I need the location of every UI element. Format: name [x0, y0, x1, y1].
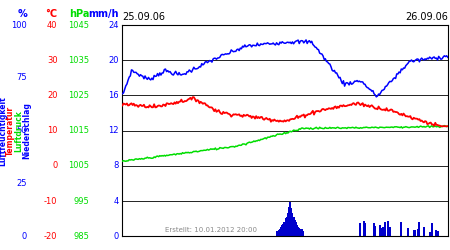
- Text: hPa: hPa: [69, 9, 90, 19]
- Bar: [277, 230, 279, 236]
- Bar: [279, 229, 281, 236]
- Bar: [364, 224, 366, 236]
- Bar: [418, 222, 420, 236]
- Bar: [384, 222, 387, 236]
- Text: 40: 40: [47, 20, 58, 30]
- Text: 50: 50: [17, 126, 27, 135]
- Bar: [287, 213, 289, 236]
- Text: -20: -20: [44, 232, 58, 241]
- Bar: [431, 223, 433, 236]
- Bar: [296, 225, 298, 236]
- Bar: [413, 230, 415, 236]
- Text: Luftdruck: Luftdruck: [14, 110, 23, 152]
- Bar: [292, 216, 295, 236]
- Text: mm/h: mm/h: [88, 9, 119, 19]
- Bar: [295, 222, 297, 236]
- Text: 24: 24: [108, 20, 119, 30]
- Bar: [278, 230, 280, 236]
- Text: 20: 20: [47, 91, 58, 100]
- Text: 0: 0: [113, 232, 119, 241]
- Text: Erstellt: 10.01.2012 20:00: Erstellt: 10.01.2012 20:00: [165, 227, 256, 233]
- Text: -10: -10: [44, 196, 58, 205]
- Bar: [288, 208, 290, 236]
- Bar: [280, 226, 282, 236]
- Text: Niederschlag: Niederschlag: [22, 102, 31, 159]
- Text: 8: 8: [113, 161, 119, 170]
- Text: 1015: 1015: [68, 126, 90, 135]
- Bar: [400, 222, 402, 236]
- Bar: [382, 227, 384, 236]
- Bar: [379, 225, 381, 236]
- Text: 25.09.06: 25.09.06: [122, 12, 166, 22]
- Text: 10: 10: [47, 126, 58, 135]
- Text: 1025: 1025: [68, 91, 90, 100]
- Bar: [294, 220, 296, 236]
- Text: Temperatur: Temperatur: [5, 106, 14, 156]
- Bar: [301, 229, 302, 236]
- Text: °C: °C: [45, 9, 58, 19]
- Bar: [299, 230, 302, 236]
- Text: 100: 100: [11, 20, 27, 30]
- Text: 26.09.06: 26.09.06: [405, 12, 448, 22]
- Bar: [436, 230, 437, 236]
- Bar: [381, 232, 383, 236]
- Bar: [436, 230, 439, 236]
- Bar: [284, 222, 285, 236]
- Bar: [380, 228, 382, 236]
- Text: 1035: 1035: [68, 56, 90, 65]
- Bar: [417, 230, 419, 236]
- Bar: [286, 217, 288, 236]
- Bar: [275, 231, 278, 236]
- Bar: [360, 223, 361, 236]
- Bar: [297, 226, 299, 236]
- Bar: [302, 231, 304, 236]
- Text: 995: 995: [74, 196, 90, 205]
- Text: Luftfeuchtigkeit: Luftfeuchtigkeit: [0, 96, 7, 166]
- Text: 12: 12: [108, 126, 119, 135]
- Text: 75: 75: [16, 73, 27, 82]
- Text: 30: 30: [47, 56, 58, 65]
- Bar: [389, 227, 391, 236]
- Text: 1045: 1045: [68, 20, 90, 30]
- Text: %: %: [17, 9, 27, 19]
- Text: 0: 0: [22, 232, 27, 241]
- Bar: [373, 223, 375, 236]
- Bar: [289, 202, 291, 236]
- Bar: [292, 212, 293, 236]
- Text: 4: 4: [113, 196, 119, 205]
- Text: 985: 985: [73, 232, 90, 241]
- Bar: [423, 228, 425, 236]
- Bar: [298, 228, 300, 236]
- Bar: [387, 221, 389, 236]
- Bar: [363, 220, 365, 236]
- Bar: [282, 224, 284, 236]
- Text: 0: 0: [52, 161, 58, 170]
- Text: 16: 16: [108, 91, 119, 100]
- Text: 20: 20: [108, 56, 119, 65]
- Bar: [374, 226, 376, 236]
- Bar: [414, 230, 416, 236]
- Text: 25: 25: [17, 179, 27, 188]
- Bar: [383, 230, 385, 236]
- Bar: [407, 228, 409, 236]
- Bar: [281, 225, 283, 236]
- Text: 1005: 1005: [68, 161, 90, 170]
- Bar: [428, 232, 431, 236]
- Bar: [285, 218, 287, 236]
- Bar: [290, 208, 292, 236]
